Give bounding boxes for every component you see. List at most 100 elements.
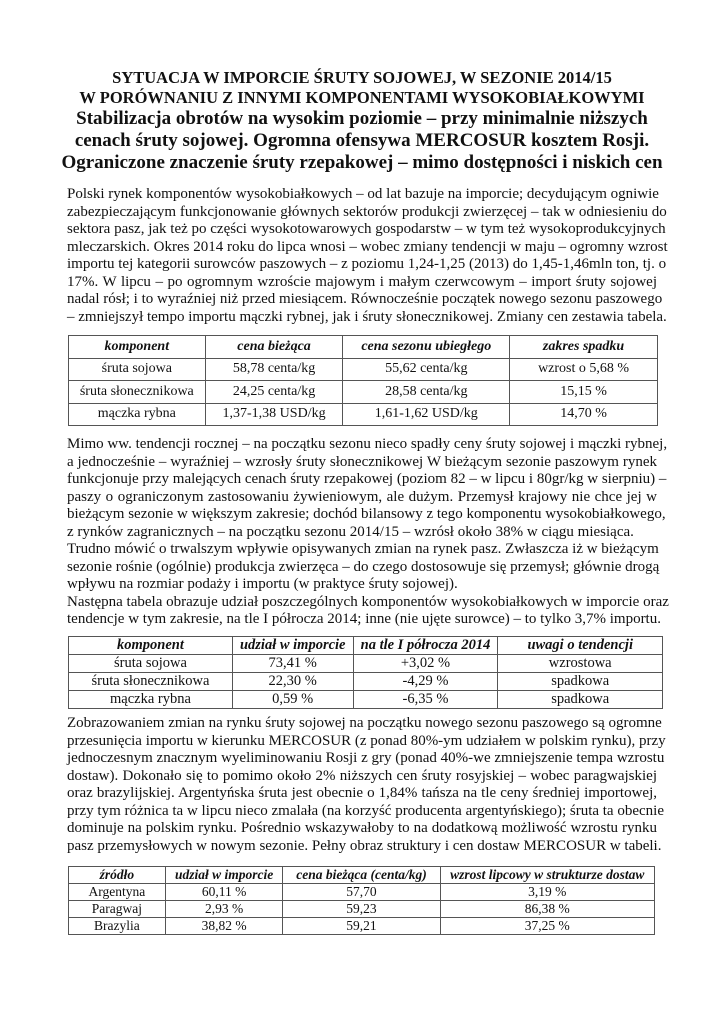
table-cell: wzrost o 5,68 % (509, 357, 658, 381)
text-line: Trudno mówić o trwalszym wpływie opisywa… (67, 541, 659, 557)
subtitle-line: Stabilizacja obrotów na wysokim poziomie… (76, 108, 648, 129)
document-title: SYTUACJA W IMPORCIE ŚRUTY SOJOWEJ, W SEZ… (40, 68, 684, 174)
table-header-row: komponent udział w imporcie na tle I półro… (68, 636, 663, 655)
text-line: Zobrazowaniem zmian na rynku śruty sojow… (67, 715, 662, 731)
table-cell: śruta sojowa (68, 654, 233, 673)
table-cell: 60,11 % (164, 883, 284, 901)
table-cell: 1,37-1,38 USD/kg (204, 402, 344, 426)
text-line: importu tej kategorii surowców paszowych… (67, 256, 667, 272)
table-cell: 2,93 % (164, 900, 284, 918)
table-cell: mączka rybna (68, 690, 233, 709)
text-line: – zmniejszył tempo importu mączki rybnej… (67, 308, 667, 325)
table-cell: Paragwaj (68, 900, 166, 918)
text-line: Polski rynek komponentów wysokobiałkowyc… (67, 186, 659, 202)
text-line: sezonie rośnie (ogólnie) produkcja zwier… (67, 558, 660, 575)
table-cell: 37,25 % (439, 917, 656, 935)
table-row: śruta sojowa 73,41 % +3,02 % wzrostowa (68, 654, 663, 673)
table-row: mączka rybna 0,59 % -6,35 % spadkowa (68, 690, 663, 709)
table-cell: 0,59 % (231, 690, 354, 709)
column-header: cena bieżąca (centa/kg) (282, 866, 441, 884)
import-share-table: komponent udział w imporcie na tle I półro… (68, 636, 663, 709)
text-line: z rynków zagranicznych – na początku sez… (67, 523, 634, 540)
paragraph-mercosur: Zobrazowaniem zmian na rynku śruty sojow… (67, 715, 666, 855)
table-row: śruta słonecznikowa 24,25 centa/kg 28,58 c… (68, 380, 658, 404)
table-cell: 28,58 centa/kg (342, 380, 511, 404)
text-line: tendencje w tym zakresie, na tle I półro… (67, 611, 661, 627)
table-header-row: źródło udział w imporcie cena bieżąca (cen… (68, 866, 656, 884)
table-row: śruta słonecznikowa 22,30 % -4,29 % spadkow… (68, 672, 663, 691)
text-line: paszy o ograniczonym zastosowaniu żywien… (67, 488, 657, 505)
table-cell: 59,21 (282, 917, 441, 935)
table-row: Paragwaj 2,93 % 59,23 86,38 % (68, 900, 656, 918)
text-line: mleczarskich. Okres 2014 roku do lipca w… (67, 238, 668, 255)
paragraph-outlook: Trudno mówić o trwalszym wpływie opisywa… (67, 541, 669, 629)
table-cell: 57,70 (282, 883, 441, 901)
table-cell: 73,41 % (231, 654, 354, 673)
title-line: W PORÓWNANIU Z INNYMI KOMPONENTAMI WYSOK… (79, 88, 645, 107)
table-cell: 3,19 % (439, 883, 656, 901)
column-header: na tle I półrocza 2014 (352, 636, 499, 655)
text-line: pasz przemysłowych w nowym sezonie. Pełn… (67, 837, 662, 854)
table-cell: 24,25 centa/kg (204, 380, 344, 404)
text-line: przesunięcia importu w kierunku MERCOSUR… (67, 732, 666, 749)
table-cell: 1,61-1,62 USD/kg (342, 402, 511, 426)
table-header-row: komponent cena bieżąca cena sezonu ubiegłe… (68, 335, 658, 359)
column-header: wzrost lipcowy w strukturze dostaw (439, 866, 656, 884)
mercosur-table: źródło udział w imporcie cena bieżąca (cen… (68, 866, 656, 935)
text-line: przy tym różnica ta w lipcu nieco zmalał… (67, 802, 664, 819)
table-row: mączka rybna 1,37-1,38 USD/kg 1,61-1,62 US… (68, 402, 658, 426)
text-line: nadal rósł; i to wyraźniej niż przed mie… (67, 291, 663, 307)
text-line: Następna tabela obrazuje udział poszczeg… (67, 593, 669, 610)
subtitle-line: Ograniczone znaczenie śruty rzepakowej –… (61, 152, 663, 173)
table-cell: Brazylia (68, 917, 166, 935)
column-header: komponent (68, 636, 233, 655)
text-line: jednoczesnym znacznym wyeliminowaniu Ros… (67, 750, 665, 766)
text-line: dominuje na polskim rynku. Pośrednio wsk… (67, 820, 657, 836)
table-cell: śruta sojowa (68, 357, 206, 381)
text-line: zabezpieczającym funkcjonowanie głównych… (67, 203, 667, 220)
table-cell: mączka rybna (68, 402, 206, 426)
column-header: cena sezonu ubiegłego (342, 335, 511, 359)
text-line: 17%. W lipcu – po ogromnym wzroście majo… (67, 273, 657, 290)
text-line: bieżącym sezonie w większym zakresie; do… (67, 506, 666, 522)
title-line: SYTUACJA W IMPORCIE ŚRUTY SOJOWEJ, W SEZ… (112, 68, 612, 87)
table-cell: -4,29 % (352, 672, 499, 691)
table-cell: wzrostowa (497, 654, 663, 673)
table-cell: -6,35 % (352, 690, 499, 709)
table-cell: 14,70 % (509, 402, 658, 426)
table-row: śruta sojowa 58,78 centa/kg 55,62 centa/kg… (68, 357, 658, 381)
column-header: źródło (68, 866, 166, 884)
table-cell: 22,30 % (231, 672, 354, 691)
text-line: dostaw). Dokonało się to pomimo około 2%… (67, 767, 657, 784)
table-cell: 15,15 % (509, 380, 658, 404)
column-header: cena bieżąca (204, 335, 344, 359)
text-line: wpływu na rozmiar podaży i importu (w pr… (67, 576, 458, 592)
column-header: uwagi o tendencji (497, 636, 663, 655)
table-cell: 55,62 centa/kg (342, 357, 511, 381)
column-header: udział w imporcie (164, 866, 284, 884)
column-header: udział w imporcie (231, 636, 354, 655)
table-cell: spadkowa (497, 690, 663, 709)
table-cell: śruta słonecznikowa (68, 380, 206, 404)
subtitle-line: cenach śruty sojowej. Ogromna ofensywa M… (74, 130, 650, 151)
table-cell: 86,38 % (439, 900, 656, 918)
paragraph-trends: Mimo ww. tendencji rocznej – na początku… (67, 436, 668, 541)
column-header: zakres spadku (509, 335, 658, 359)
table-cell: +3,02 % (352, 654, 499, 673)
table-cell: 58,78 centa/kg (204, 357, 344, 381)
text-line: funkcjonuje przy malejących cenach śruty… (67, 471, 667, 487)
text-line: a jednocześnie – wyraźniej – wzrosły śru… (67, 453, 657, 470)
table-cell: śruta słonecznikowa (68, 672, 233, 691)
column-header: komponent (68, 335, 206, 359)
table-row: Brazylia 38,82 % 59,21 37,25 % (68, 917, 656, 935)
table-cell: 59,23 (282, 900, 441, 918)
paragraph-intro: Polski rynek komponentów wysokobiałkowyc… (67, 186, 668, 326)
table-cell: 38,82 % (164, 917, 284, 935)
table-row: Argentyna 60,11 % 57,70 3,19 % (68, 883, 656, 901)
text-line: oraz brazylijskiej. Argentyńska śruta je… (67, 785, 657, 801)
table-cell: Argentyna (68, 883, 166, 901)
text-line: Mimo ww. tendencji rocznej – na początku… (67, 436, 668, 452)
price-table: komponent cena bieżąca cena sezonu ubiegłe… (68, 335, 658, 426)
table-cell: spadkowa (497, 672, 663, 691)
text-line: sektora pasz, jak też po części wysokoto… (67, 221, 666, 237)
